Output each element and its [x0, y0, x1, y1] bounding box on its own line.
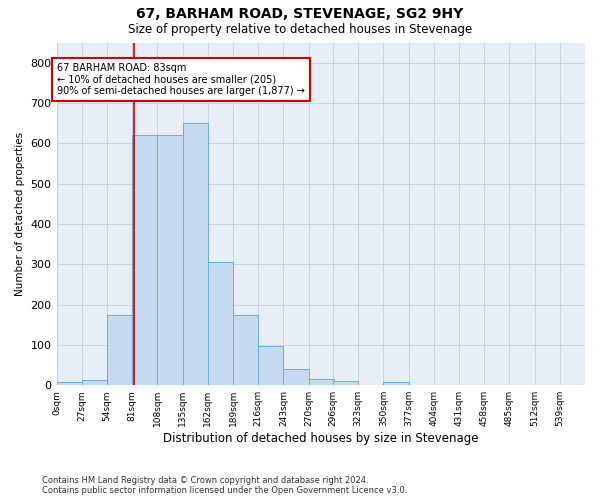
Bar	[182, 123, 208, 385]
Bar	[56, 382, 82, 385]
Text: Contains HM Land Registry data © Crown copyright and database right 2024.
Contai: Contains HM Land Registry data © Crown c…	[42, 476, 407, 495]
Text: 67, BARHAM ROAD, STEVENAGE, SG2 9HY: 67, BARHAM ROAD, STEVENAGE, SG2 9HY	[136, 8, 464, 22]
Bar	[283, 369, 308, 385]
Bar	[258, 346, 283, 385]
Bar	[333, 381, 358, 385]
Bar	[383, 382, 409, 385]
Bar	[107, 314, 132, 385]
Bar	[132, 135, 157, 385]
Text: 67 BARHAM ROAD: 83sqm
← 10% of detached houses are smaller (205)
90% of semi-det: 67 BARHAM ROAD: 83sqm ← 10% of detached …	[57, 62, 305, 96]
Y-axis label: Number of detached properties: Number of detached properties	[15, 132, 25, 296]
Bar	[82, 380, 107, 385]
Text: Size of property relative to detached houses in Stevenage: Size of property relative to detached ho…	[128, 22, 472, 36]
X-axis label: Distribution of detached houses by size in Stevenage: Distribution of detached houses by size …	[163, 432, 479, 445]
Bar	[308, 379, 334, 385]
Bar	[208, 262, 233, 385]
Bar	[233, 314, 258, 385]
Bar	[157, 135, 182, 385]
